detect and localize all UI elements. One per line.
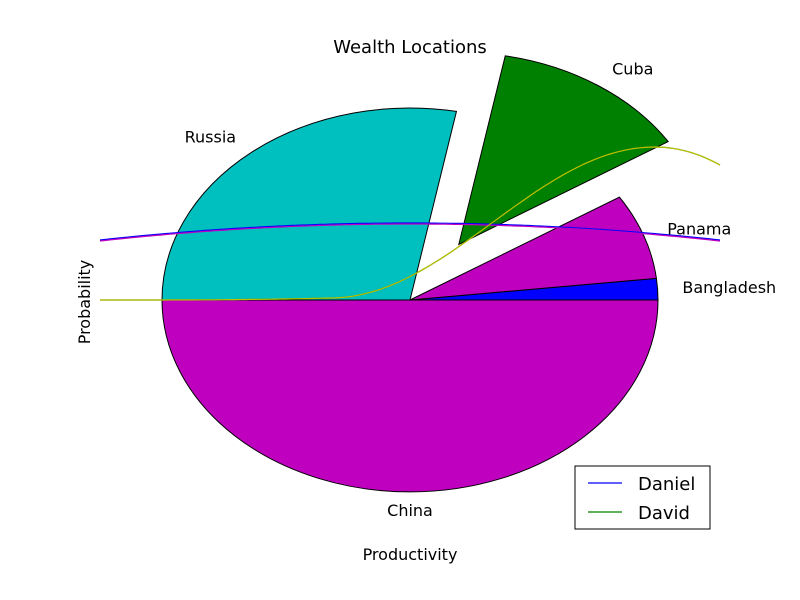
slice-label-panama: Panama [667, 220, 731, 239]
pie-slice-china [161, 299, 659, 493]
x-axis-label: Productivity [363, 545, 458, 564]
chart-title: Wealth Locations [333, 37, 487, 58]
legend-label-daniel: Daniel [638, 474, 695, 495]
slice-label-bangladesh: Bangladesh [682, 278, 776, 297]
y-axis-label: Probability [75, 260, 94, 345]
pie-slice-cuba [458, 55, 669, 246]
curve-series-4 [100, 146, 721, 301]
slice-label-china: China [387, 501, 433, 520]
slice-label-russia: Russia [185, 127, 236, 146]
curve-daniel [99, 222, 721, 241]
slice-label-cuba: Cuba [612, 60, 653, 79]
slice-labels: Bangladesh Panama Cuba Russia China [185, 60, 777, 520]
pie-slice-panama [409, 196, 657, 301]
curve-series-3 [99, 223, 721, 242]
pie-slice-russia [161, 107, 458, 301]
legend-box [574, 465, 711, 530]
pie-slices [161, 55, 669, 493]
legend: Daniel David [574, 465, 711, 530]
legend-label-david: David [638, 503, 690, 524]
overlay-curves [99, 146, 721, 301]
